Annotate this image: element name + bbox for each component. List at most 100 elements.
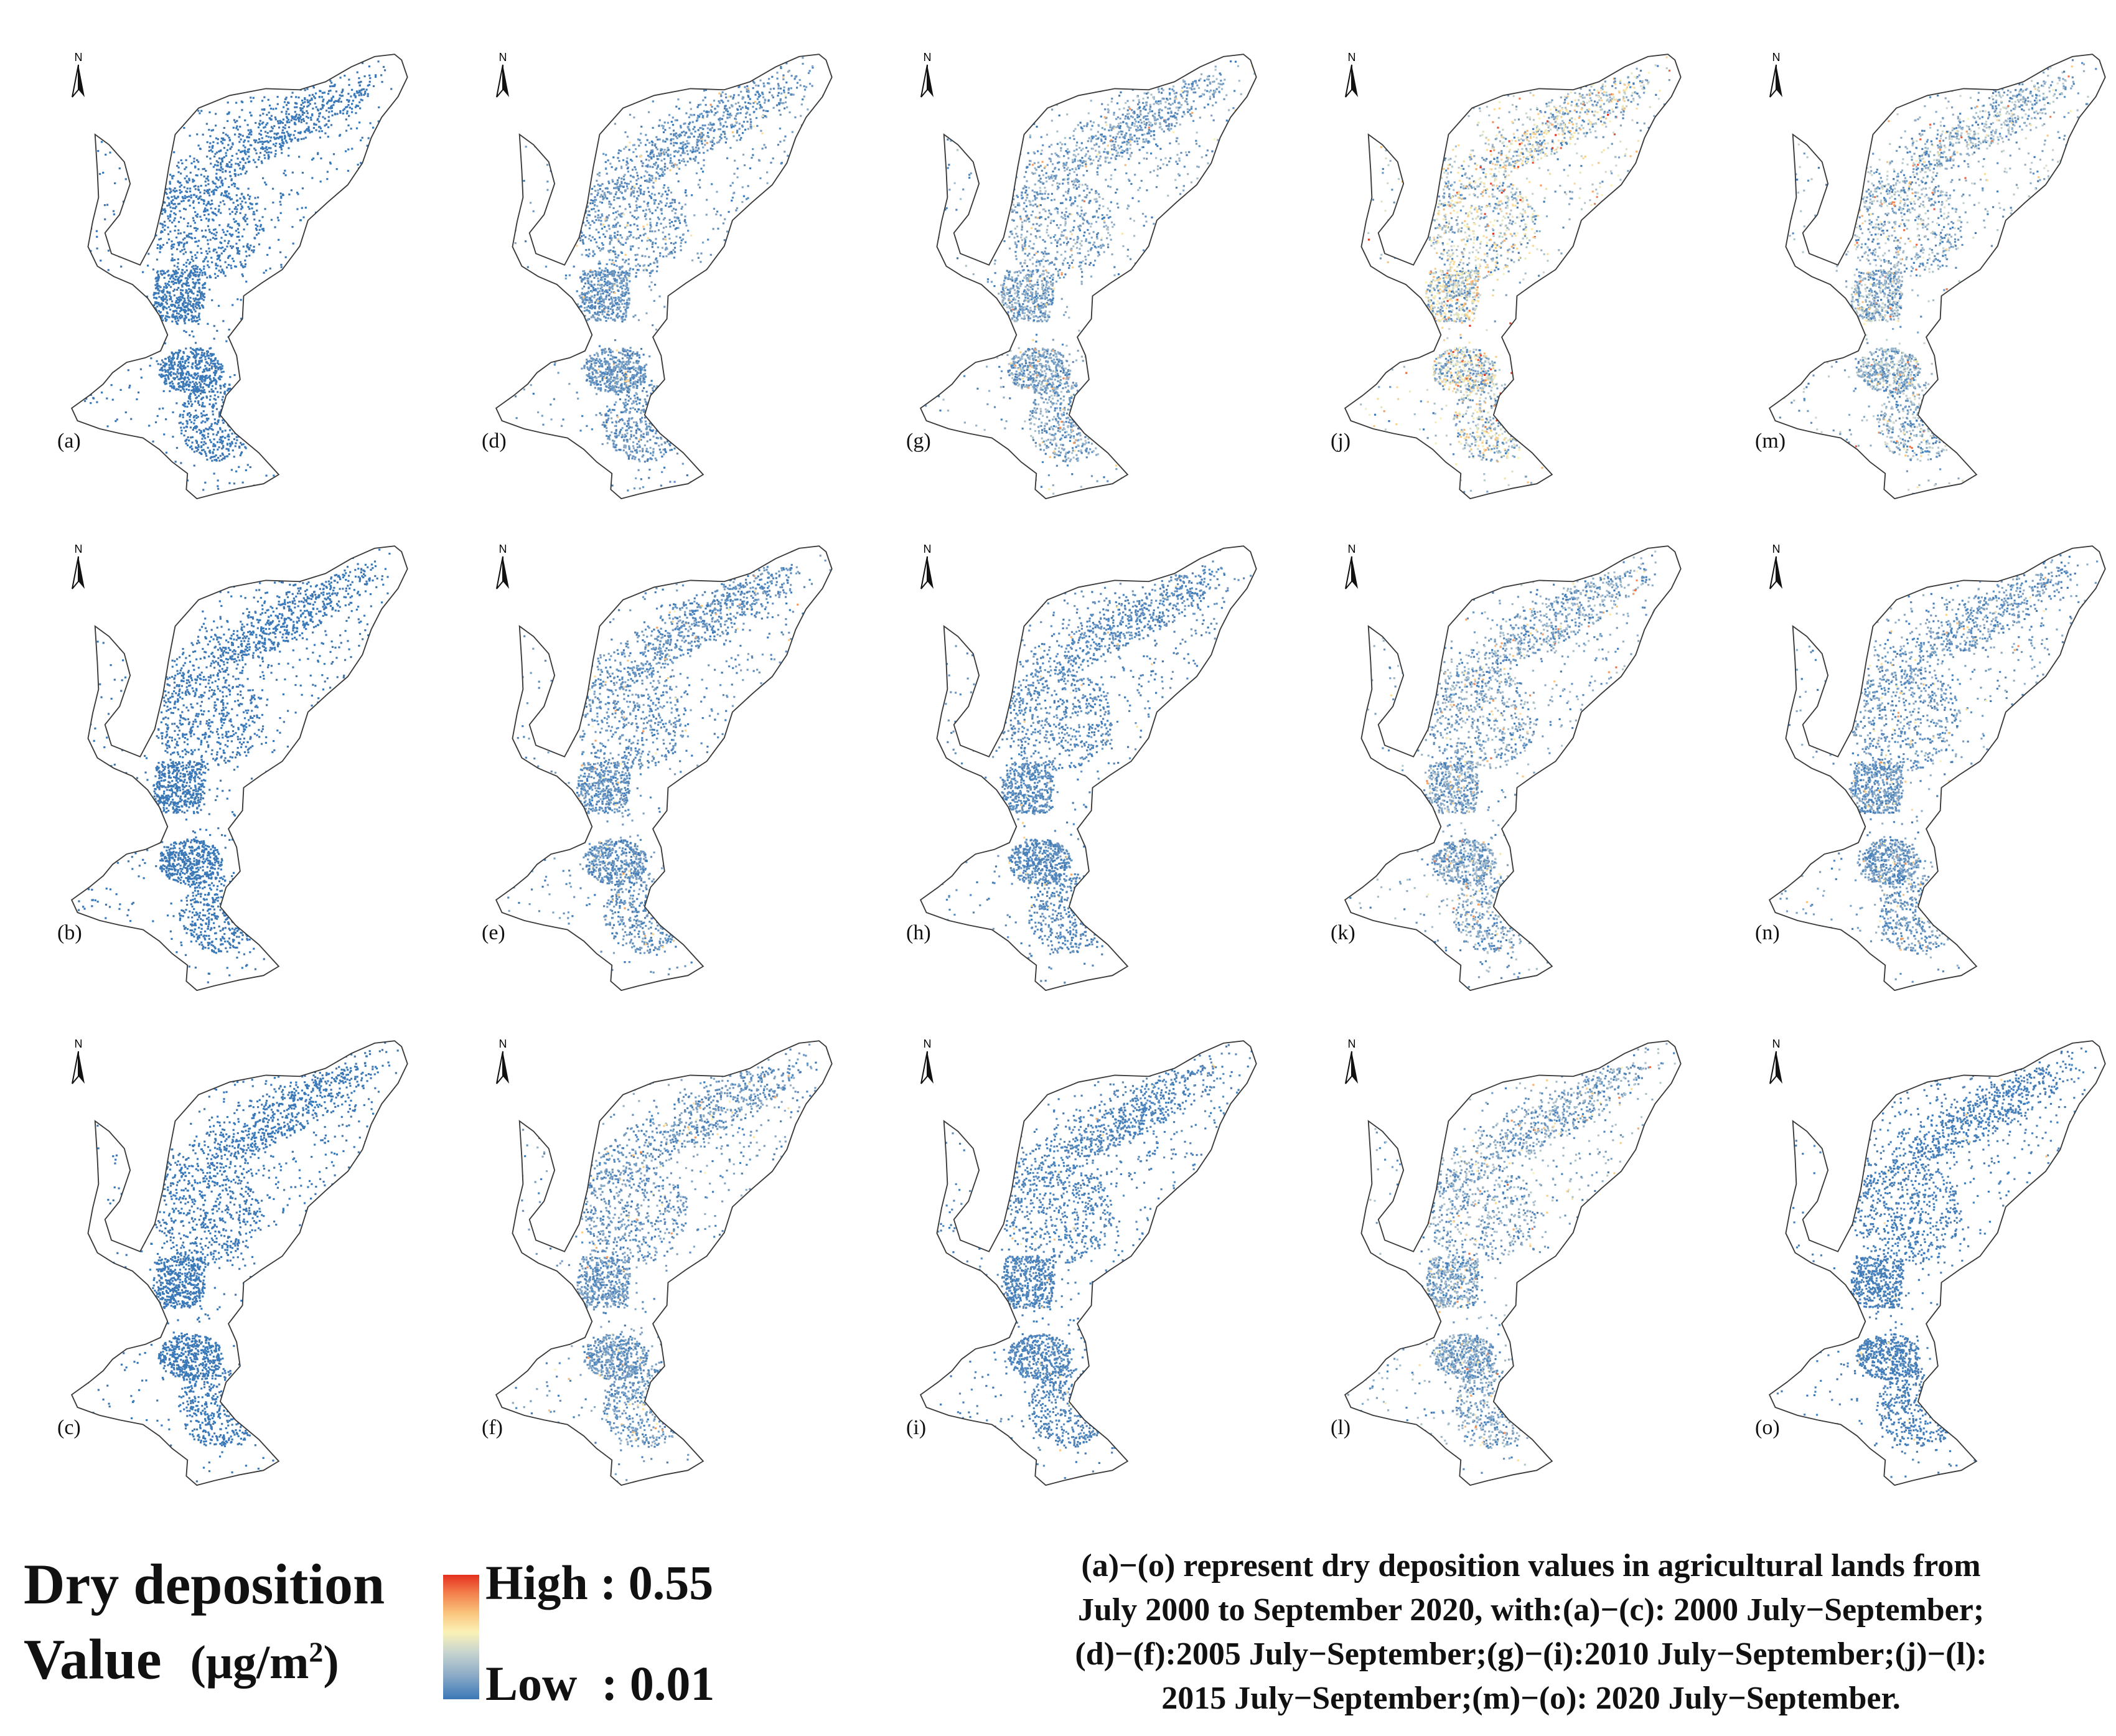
north-arrow-icon: N	[1769, 51, 1782, 98]
panel-label: (i)	[906, 1416, 926, 1440]
basin-map: N	[495, 51, 833, 500]
basin-map: N	[1344, 51, 1682, 500]
basin-boundary	[919, 54, 1257, 500]
basin-map: N	[495, 1038, 833, 1486]
basin-map: N	[495, 543, 833, 992]
deposition-pixels	[1345, 54, 1681, 497]
deposition-pixels	[496, 1041, 832, 1483]
deposition-pixels	[1769, 1041, 2105, 1484]
north-label: N	[75, 1038, 83, 1050]
basin-boundary	[495, 54, 833, 500]
basin-boundary	[919, 1040, 1257, 1486]
basin-boundary	[1344, 1040, 1682, 1486]
figure-caption: (a)−(o) represent dry deposition values …	[965, 1544, 2097, 1720]
legend-unit-prefix: (μg/m	[190, 1636, 309, 1689]
deposition-pixels	[1345, 546, 1681, 988]
north-label: N	[924, 543, 932, 555]
basin-boundary	[1344, 545, 1682, 992]
deposition-pixels	[1769, 54, 2105, 497]
map-panel: N (o)	[1716, 1024, 2116, 1516]
map-panel: N (d)	[443, 37, 866, 529]
deposition-pixels	[72, 54, 408, 497]
legend-low: Low : 0.01	[485, 1656, 714, 1712]
deposition-pixels	[72, 1041, 408, 1484]
deposition-pixels	[1769, 546, 2105, 989]
basin-map: N	[70, 1038, 408, 1486]
legend-unit-sup: 2	[309, 1636, 323, 1668]
panel-label: (j)	[1331, 429, 1351, 453]
map-panel: N (j)	[1292, 37, 1715, 529]
map-panel: N (l)	[1292, 1024, 1715, 1516]
north-arrow-icon: N	[920, 1038, 934, 1084]
deposition-pixels	[72, 546, 408, 989]
basin-boundary	[70, 545, 408, 992]
north-label: N	[75, 543, 83, 555]
legend-color-ramp	[443, 1575, 479, 1699]
map-panel: N (e)	[443, 529, 866, 1021]
north-arrow-icon: N	[72, 51, 85, 98]
basin-map: N	[1768, 1038, 2106, 1486]
north-label: N	[924, 1038, 932, 1050]
north-label: N	[1772, 543, 1781, 555]
legend-high-value: : 0.55	[600, 1555, 713, 1610]
legend-low-value: : 0.01	[601, 1656, 714, 1710]
deposition-pixels	[920, 1041, 1257, 1484]
basin-boundary	[70, 54, 408, 500]
north-arrow-icon: N	[1345, 543, 1358, 589]
basin-boundary	[495, 1040, 833, 1486]
basin-map: N	[70, 51, 408, 500]
north-arrow-icon: N	[496, 51, 509, 98]
legend-title-line1: Dry deposition	[24, 1550, 385, 1618]
map-panel: N (g)	[868, 37, 1291, 529]
basin-map: N	[1344, 543, 1682, 992]
north-arrow-icon: N	[1769, 1038, 1782, 1084]
north-label: N	[1348, 543, 1356, 555]
map-panel: N (f)	[443, 1024, 866, 1516]
panel-label: (l)	[1331, 1416, 1351, 1440]
map-panel: N (k)	[1292, 529, 1715, 1021]
panel-label: (f)	[482, 1416, 503, 1440]
panel-label: (c)	[57, 1416, 81, 1440]
legend-title-line2: Value (μg/m2)	[24, 1618, 385, 1697]
basin-boundary	[70, 1040, 408, 1486]
legend-title-value: Value	[24, 1627, 162, 1691]
panel-label: (b)	[57, 921, 82, 945]
legend-unit-suffix: )	[323, 1636, 339, 1689]
legend-high: High : 0.55	[485, 1555, 713, 1611]
north-arrow-icon: N	[72, 1038, 85, 1084]
panel-label: (a)	[57, 429, 81, 453]
legend-unit: (μg/m2)	[190, 1636, 339, 1689]
map-panel: N (m)	[1716, 37, 2116, 529]
north-arrow-icon: N	[920, 51, 934, 98]
north-arrow-icon: N	[496, 543, 509, 589]
map-panel: N (n)	[1716, 529, 2116, 1021]
north-label: N	[1772, 1038, 1781, 1050]
panel-label: (o)	[1755, 1416, 1780, 1440]
basin-boundary	[1768, 545, 2106, 992]
panel-label: (d)	[482, 429, 507, 453]
north-arrow-icon: N	[1345, 51, 1358, 98]
north-label: N	[75, 51, 83, 63]
basin-map: N	[919, 51, 1257, 500]
north-label: N	[1348, 1038, 1356, 1050]
panel-label: (m)	[1755, 429, 1786, 453]
panel-label: (k)	[1331, 921, 1355, 945]
basin-boundary	[495, 545, 833, 992]
north-label: N	[1772, 51, 1781, 63]
deposition-pixels	[920, 54, 1257, 497]
basin-boundary	[1344, 54, 1682, 500]
panel-label: (n)	[1755, 921, 1780, 945]
panel-label: (g)	[906, 429, 931, 453]
legend-title: Dry deposition Value (μg/m2)	[24, 1550, 385, 1697]
basin-map: N	[70, 543, 408, 992]
basin-map: N	[1344, 1038, 1682, 1486]
caption-line-2: July 2000 to September 2020, with:(a)−(c…	[965, 1588, 2097, 1632]
map-panel: N (i)	[868, 1024, 1291, 1516]
map-panel: N (a)	[19, 37, 442, 529]
north-label: N	[924, 51, 932, 63]
caption-line-3: (d)−(f):2005 July−September;(g)−(i):2010…	[965, 1632, 2097, 1676]
caption-line-4: 2015 July−September;(m)−(o): 2020 July−S…	[965, 1676, 2097, 1720]
basin-boundary	[1768, 54, 2106, 500]
basin-map: N	[1768, 543, 2106, 992]
map-panel: N (c)	[19, 1024, 442, 1516]
